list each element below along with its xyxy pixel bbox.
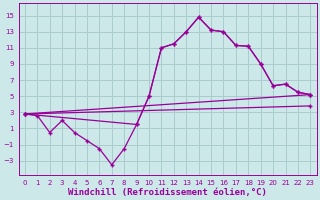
X-axis label: Windchill (Refroidissement éolien,°C): Windchill (Refroidissement éolien,°C) [68, 188, 267, 197]
